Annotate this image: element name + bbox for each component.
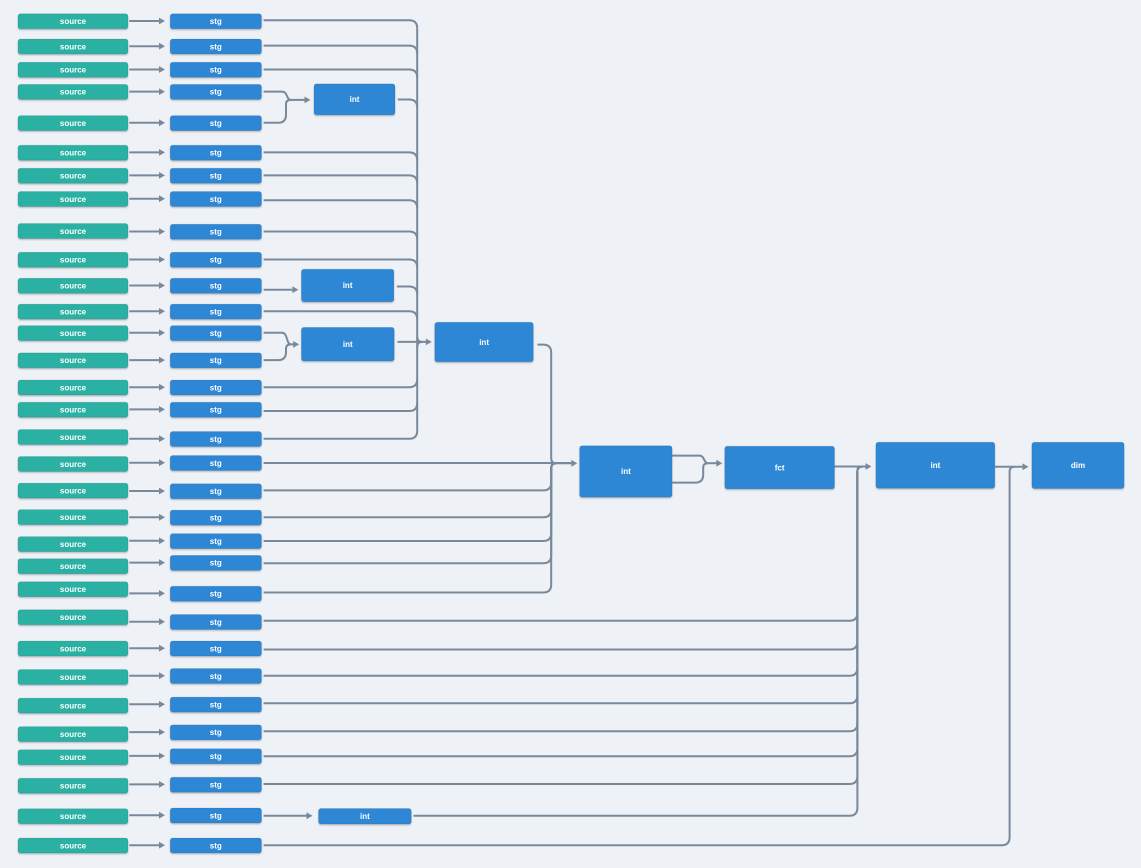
svg-text:source: source	[60, 42, 87, 51]
svg-text:stg: stg	[210, 435, 222, 444]
svg-text:stg: stg	[210, 752, 222, 761]
svg-text:source: source	[60, 562, 87, 571]
svg-text:source: source	[60, 812, 87, 821]
svg-text:stg: stg	[210, 17, 222, 26]
svg-text:stg: stg	[210, 383, 222, 392]
svg-text:stg: stg	[210, 728, 222, 737]
svg-text:stg: stg	[210, 88, 222, 97]
svg-text:source: source	[60, 613, 87, 622]
svg-text:stg: stg	[210, 406, 222, 415]
svg-text:stg: stg	[210, 487, 222, 496]
svg-text:fct: fct	[775, 463, 785, 472]
svg-text:int: int	[360, 812, 370, 821]
svg-text:stg: stg	[210, 256, 222, 265]
svg-text:source: source	[60, 356, 87, 365]
svg-text:int: int	[350, 95, 360, 104]
svg-text:source: source	[60, 730, 87, 739]
svg-text:source: source	[60, 282, 87, 291]
svg-text:source: source	[60, 486, 87, 495]
svg-text:source: source	[60, 406, 87, 415]
svg-text:source: source	[60, 66, 87, 75]
svg-text:source: source	[60, 172, 87, 181]
svg-text:stg: stg	[210, 811, 222, 820]
svg-text:stg: stg	[210, 228, 222, 237]
svg-text:source: source	[60, 585, 87, 594]
svg-text:source: source	[60, 460, 87, 469]
svg-text:stg: stg	[210, 700, 222, 709]
svg-text:stg: stg	[210, 42, 222, 51]
svg-text:source: source	[60, 673, 87, 682]
svg-text:stg: stg	[210, 781, 222, 790]
svg-text:stg: stg	[210, 618, 222, 627]
svg-text:stg: stg	[210, 672, 222, 681]
svg-text:source: source	[60, 383, 87, 392]
svg-text:source: source	[60, 227, 87, 236]
svg-text:source: source	[60, 88, 87, 97]
svg-text:source: source	[60, 256, 87, 265]
svg-text:stg: stg	[210, 356, 222, 365]
svg-text:int: int	[343, 281, 353, 290]
svg-text:int: int	[343, 340, 353, 349]
svg-text:source: source	[60, 540, 87, 549]
svg-text:stg: stg	[210, 149, 222, 158]
svg-text:stg: stg	[210, 282, 222, 291]
svg-text:stg: stg	[210, 841, 222, 850]
svg-text:stg: stg	[210, 307, 222, 316]
svg-text:stg: stg	[210, 66, 222, 75]
svg-text:stg: stg	[210, 537, 222, 546]
svg-text:stg: stg	[210, 644, 222, 653]
svg-text:source: source	[60, 701, 87, 710]
svg-text:stg: stg	[210, 459, 222, 468]
svg-text:stg: stg	[210, 195, 222, 204]
svg-text:source: source	[60, 433, 87, 442]
svg-text:stg: stg	[210, 329, 222, 338]
svg-text:source: source	[60, 17, 87, 26]
svg-text:source: source	[60, 513, 87, 522]
svg-text:dim: dim	[1071, 461, 1085, 470]
svg-text:source: source	[60, 753, 87, 762]
svg-text:source: source	[60, 329, 87, 338]
svg-text:stg: stg	[210, 513, 222, 522]
svg-text:stg: stg	[210, 119, 222, 128]
svg-text:stg: stg	[210, 590, 222, 599]
svg-text:source: source	[60, 782, 87, 791]
svg-text:stg: stg	[210, 559, 222, 568]
svg-text:source: source	[60, 195, 87, 204]
svg-text:source: source	[60, 307, 87, 316]
svg-text:source: source	[60, 149, 87, 158]
svg-text:int: int	[621, 467, 631, 476]
svg-text:source: source	[60, 119, 87, 128]
svg-text:source: source	[60, 841, 87, 850]
svg-text:source: source	[60, 644, 87, 653]
svg-text:int: int	[931, 461, 941, 470]
svg-text:stg: stg	[210, 172, 222, 181]
svg-text:int: int	[479, 338, 489, 347]
